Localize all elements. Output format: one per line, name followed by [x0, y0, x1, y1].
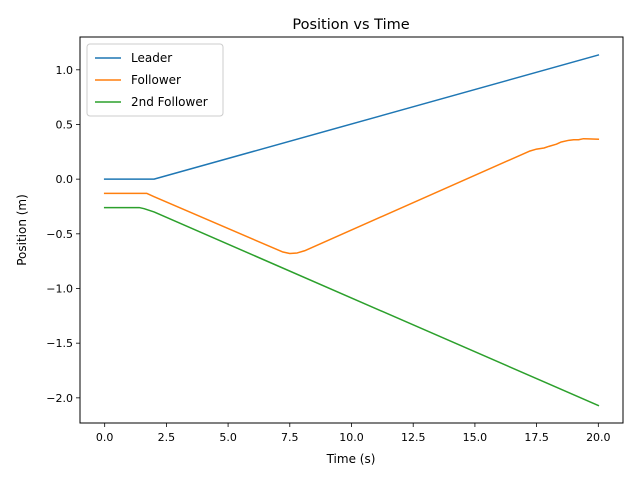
x-tick-label: 0.0: [96, 431, 114, 444]
x-axis-label: Time (s): [326, 452, 376, 466]
x-tick-label: 15.0: [463, 431, 488, 444]
legend: Leader Follower 2nd Follower: [86, 43, 224, 117]
y-tick-label: −1.5: [46, 337, 73, 350]
x-axis-ticks: 0.0 2.5 5.0 7.5 10.0 12.5 15.0 17.5 20.0: [96, 423, 611, 444]
chart-title: Position vs Time: [292, 17, 409, 33]
x-tick-label: 20.0: [586, 431, 611, 444]
x-tick-label: 2.5: [158, 431, 176, 444]
legend-label-2: Follower: [131, 73, 181, 87]
y-tick-label: 0.5: [56, 118, 74, 131]
series-layer: [103, 54, 600, 407]
x-tick-label: 7.5: [281, 431, 299, 444]
y-tick-label: −1.0: [46, 283, 73, 296]
x-tick-label: 5.0: [219, 431, 237, 444]
legend-label-3: 2nd Follower: [131, 95, 208, 109]
series-line-2: [103, 137, 600, 255]
y-tick-label: 0.0: [56, 173, 74, 186]
legend-label-1: Leader: [131, 51, 172, 65]
x-tick-label: 17.5: [524, 431, 549, 444]
y-axis-label: Position (m): [15, 194, 29, 266]
series-line-1: [103, 54, 600, 180]
x-tick-label: 10.0: [339, 431, 364, 444]
x-tick-label: 12.5: [401, 431, 426, 444]
legend-box: [86, 43, 224, 117]
y-tick-label: 1.0: [56, 64, 74, 77]
y-tick-label: −2.0: [46, 392, 73, 405]
y-tick-label: −0.5: [46, 228, 73, 241]
y-axis-ticks: 1.0 0.5 0.0 −0.5 −1.0 −1.5 −2.0: [46, 64, 80, 405]
series-line-3: [103, 206, 600, 407]
